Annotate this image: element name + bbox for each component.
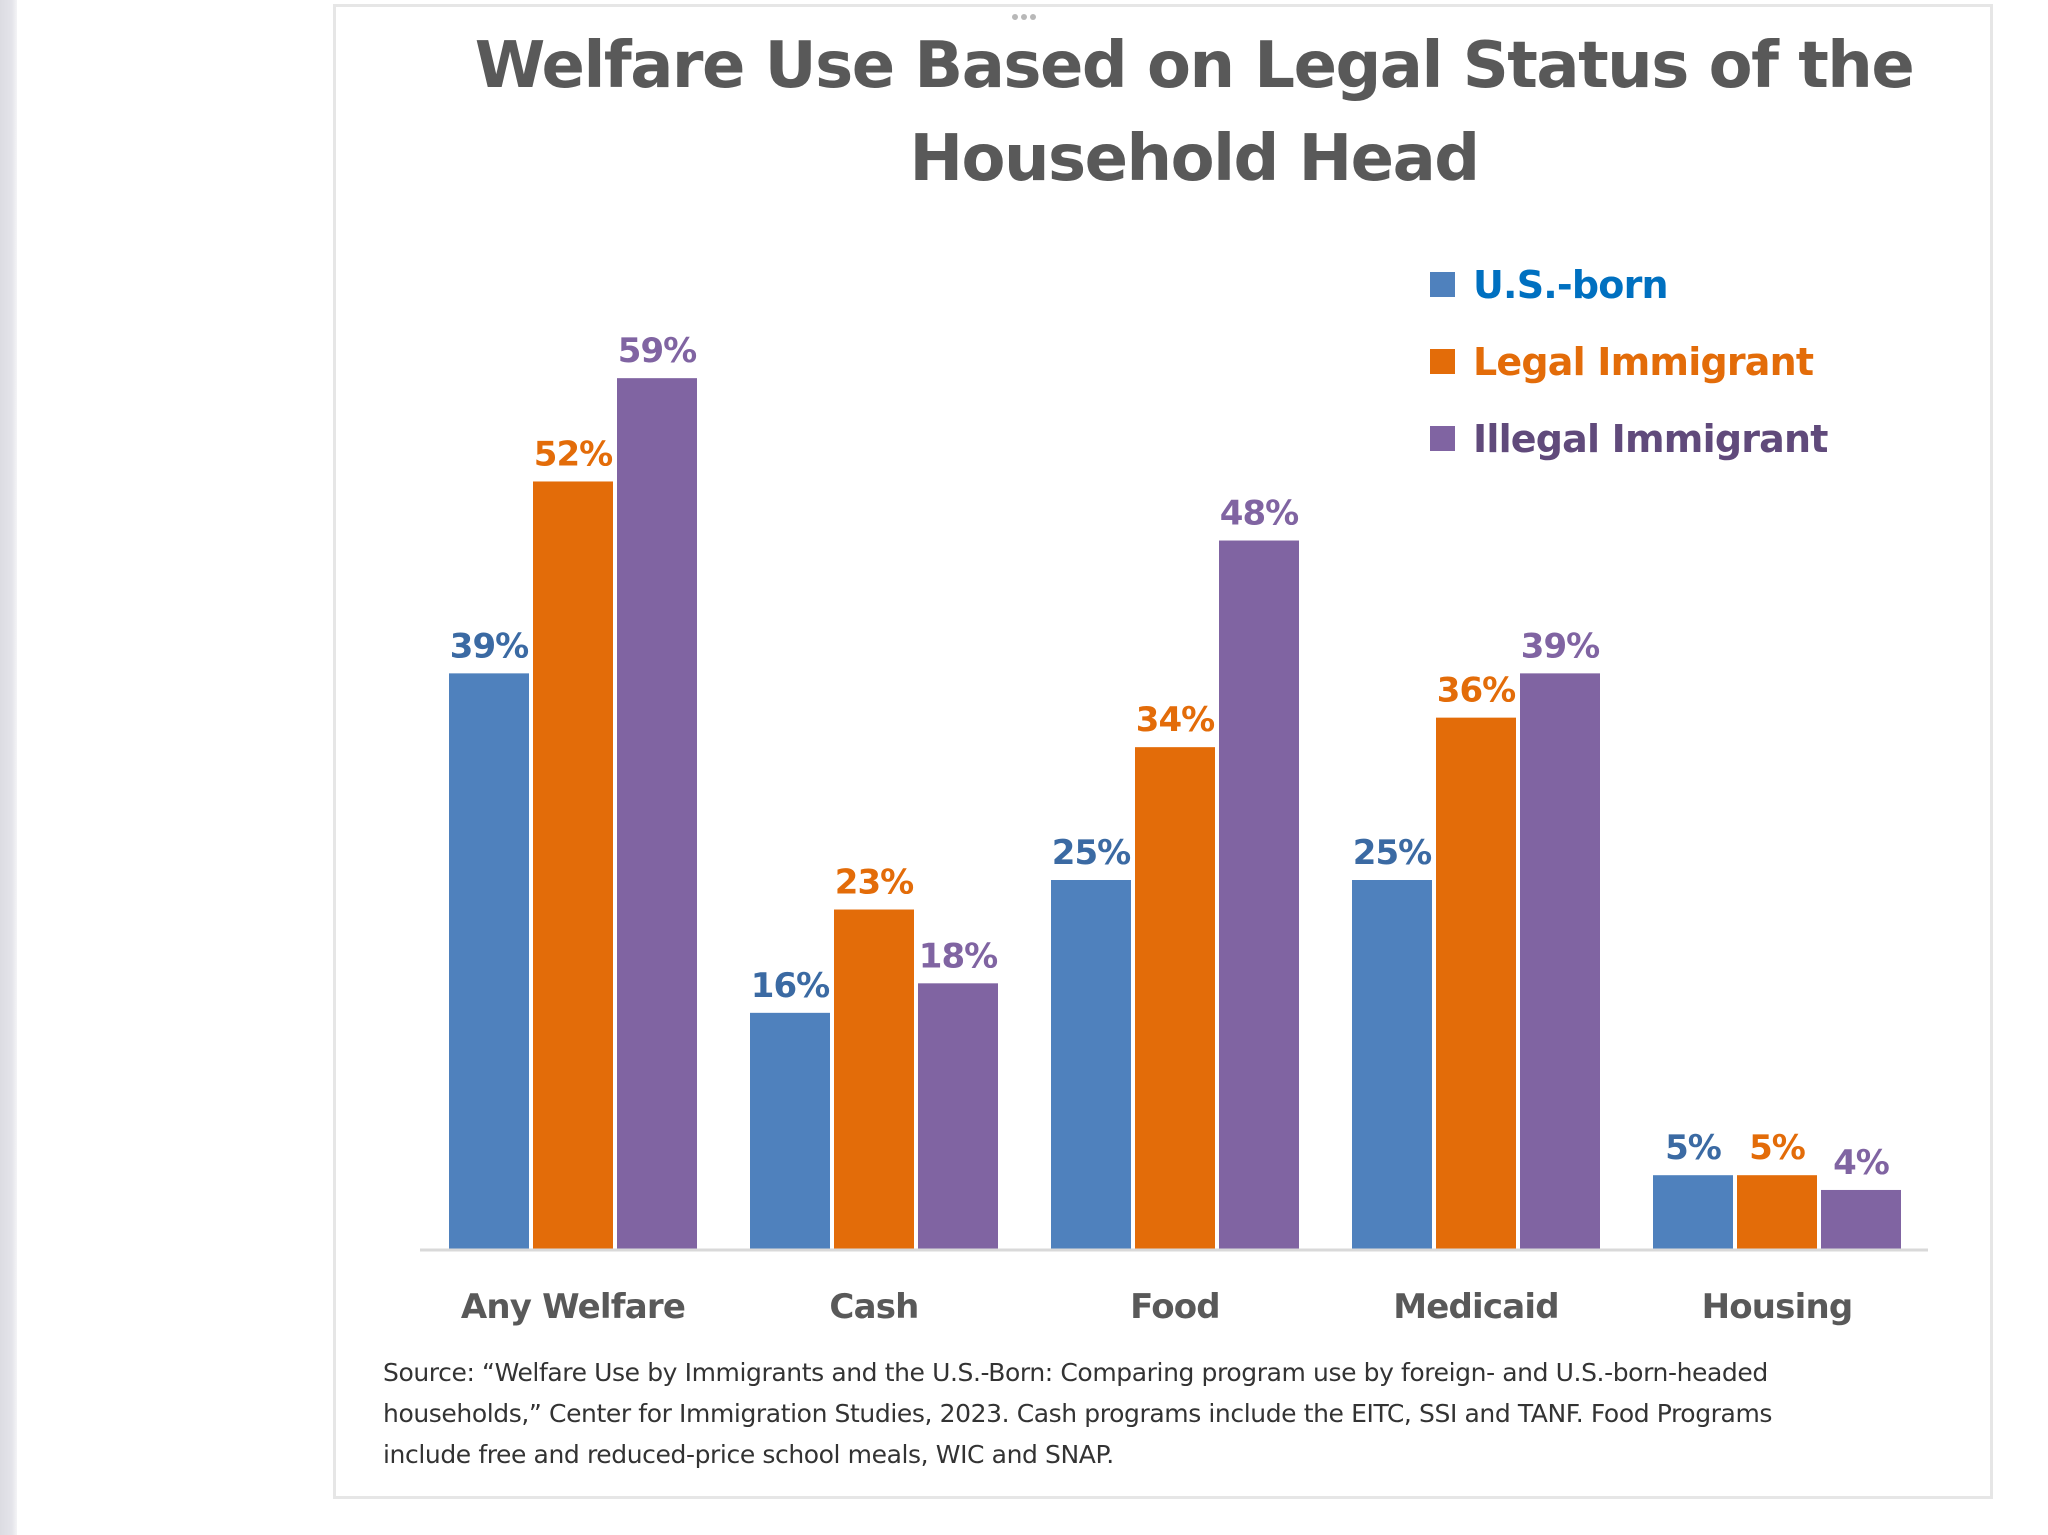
data-label: 16%: [751, 966, 829, 1006]
legend-label: Legal Immigrant: [1473, 339, 1814, 384]
source-line-3: include free and reduced-price school me…: [383, 1440, 1114, 1469]
chart-title-line-2: Household Head: [909, 122, 1480, 196]
source-line-2: households,” Center for Immigration Stud…: [383, 1399, 1773, 1428]
legend-label: U.S.-born: [1473, 262, 1669, 307]
drag-handle-icon[interactable]: [1008, 12, 1040, 22]
legend-swatch-icon: [1430, 349, 1455, 374]
bar: [1653, 1175, 1733, 1249]
x-tick-label: Medicaid: [1393, 1287, 1559, 1327]
window-edge: [0, 0, 17, 1535]
chart-title-line-1: Welfare Use Based on Legal Status of the: [474, 29, 1915, 103]
bar: [1051, 880, 1131, 1249]
x-tick-label: Food: [1130, 1287, 1220, 1327]
data-label: 52%: [534, 434, 612, 474]
data-label: 23%: [835, 863, 913, 903]
bar: [834, 909, 914, 1249]
data-label: 4%: [1833, 1143, 1889, 1183]
bar: [1219, 540, 1299, 1249]
legend-item-us-born: U.S.-born: [1430, 246, 1828, 323]
data-label: 48%: [1220, 494, 1298, 534]
legend-item-illegal-immigrant: Illegal Immigrant: [1430, 400, 1828, 477]
legend-label: Illegal Immigrant: [1473, 416, 1828, 461]
x-tick-label: Any Welfare: [461, 1287, 685, 1327]
data-label: 18%: [919, 936, 997, 976]
x-tick-label: Housing: [1702, 1287, 1853, 1327]
source-line-1: Source: “Welfare Use by Immigrants and t…: [383, 1358, 1768, 1387]
bar: [449, 673, 529, 1249]
bar: [918, 983, 998, 1249]
bar: [1821, 1189, 1901, 1249]
bar: [1352, 880, 1432, 1249]
data-label: 25%: [1052, 833, 1130, 873]
data-label: 5%: [1749, 1128, 1805, 1168]
bar: [1520, 673, 1600, 1249]
data-label: 59%: [618, 331, 696, 371]
legend-swatch-icon: [1430, 426, 1455, 451]
bar: [1436, 717, 1516, 1249]
data-label: 5%: [1665, 1128, 1721, 1168]
x-tick-label: Cash: [829, 1287, 918, 1327]
bar: [1737, 1175, 1817, 1249]
bar: [617, 378, 697, 1249]
data-label: 25%: [1353, 833, 1431, 873]
legend: U.S.-born Legal Immigrant Illegal Immigr…: [1430, 246, 1828, 477]
bar: [1135, 747, 1215, 1249]
source-note: Source: “Welfare Use by Immigrants and t…: [383, 1352, 1983, 1475]
bar: [750, 1012, 830, 1249]
bar: [533, 481, 613, 1250]
chart-title: Welfare Use Based on Legal Status of the…: [333, 20, 2048, 206]
data-label: 34%: [1136, 700, 1214, 740]
data-label: 36%: [1437, 671, 1515, 711]
data-label: 39%: [450, 626, 528, 666]
legend-swatch-icon: [1430, 272, 1455, 297]
data-label: 39%: [1521, 626, 1599, 666]
legend-item-legal-immigrant: Legal Immigrant: [1430, 323, 1828, 400]
